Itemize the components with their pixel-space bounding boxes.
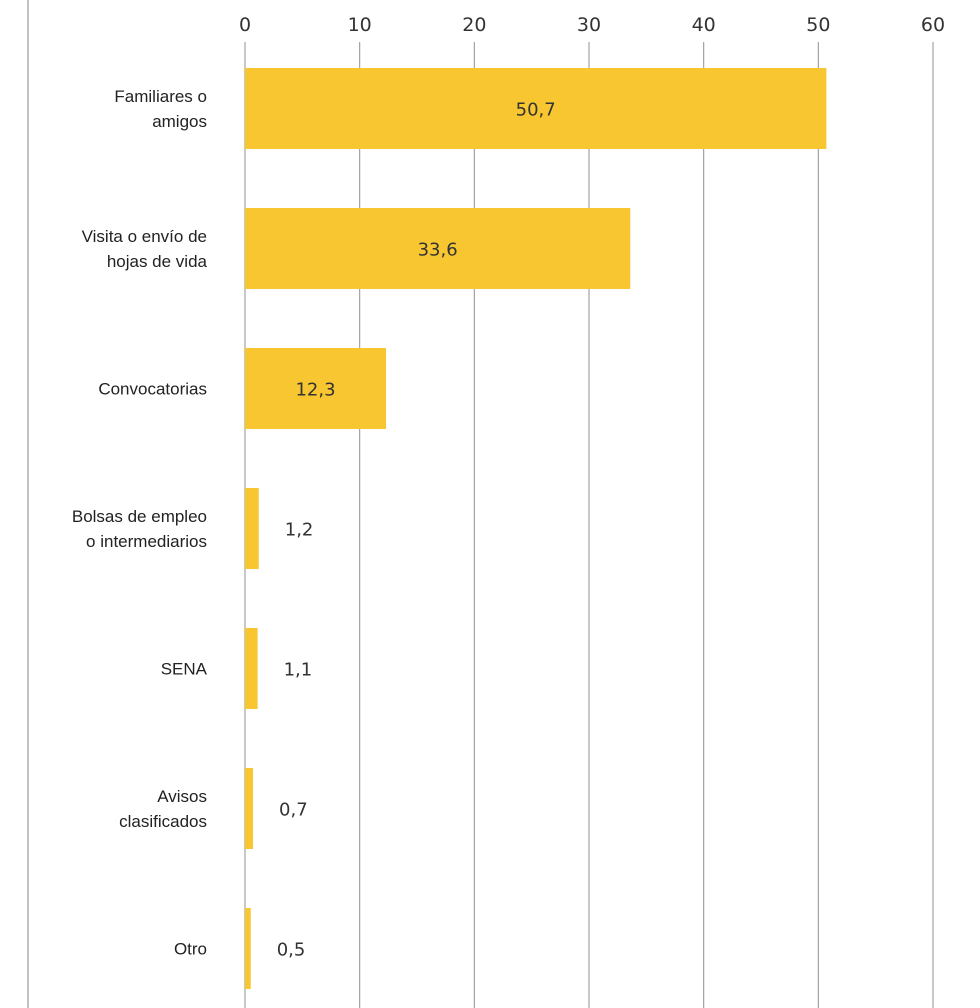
bar (245, 908, 251, 989)
value-label: 1,1 (284, 660, 313, 681)
category-labels: Familiares o amigos Visita o envío de hojas… (72, 87, 208, 959)
value-label: 0,5 (277, 940, 306, 961)
value-label: 33,6 (418, 240, 458, 261)
x-tick-label: 20 (462, 14, 486, 36)
value-label: 50,7 (516, 100, 556, 121)
x-tick-label: 50 (806, 14, 830, 36)
category-label: Convocatorias (98, 380, 207, 399)
bar (245, 768, 254, 849)
bar (245, 488, 259, 569)
bar (245, 208, 631, 289)
x-tick-label: 30 (577, 14, 601, 36)
bar (245, 68, 827, 149)
gridlines (27, 0, 934, 1008)
x-tick-label: 0 (239, 14, 251, 36)
category-label: Bolsas de empleo o intermediarios (72, 507, 207, 551)
category-label: Visita o envío de hojas de vida (82, 227, 208, 271)
value-labels: 50,7 33,6 12,3 1,2 1,1 0,7 0,5 (277, 100, 556, 961)
value-label: 0,7 (279, 800, 308, 821)
bars (245, 68, 827, 989)
value-label: 12,3 (295, 380, 335, 401)
category-label: Avisos clasificados (119, 787, 207, 831)
x-tick-label: 40 (692, 14, 716, 36)
x-tick-label: 10 (348, 14, 372, 36)
x-tick-label: 60 (921, 14, 945, 36)
category-label: Otro (174, 940, 207, 959)
x-axis-ticks: 0 10 20 30 40 50 60 (239, 14, 945, 36)
category-label: SENA (161, 660, 208, 679)
bar (245, 628, 258, 709)
bar (245, 348, 387, 429)
category-label: Familiares o amigos (114, 87, 207, 131)
value-label: 1,2 (285, 520, 314, 541)
